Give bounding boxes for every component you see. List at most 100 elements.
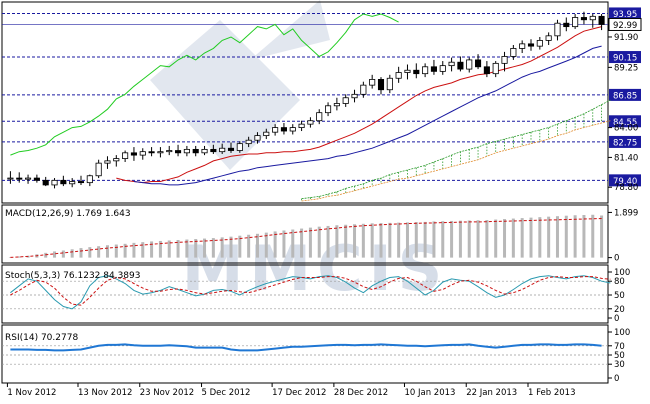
macd-y-axis: 1.899 0: [608, 208, 638, 264]
macd-bar: [441, 221, 445, 258]
candle: [60, 175, 67, 187]
candle: [369, 74, 376, 89]
panel-frame-stoch: [1, 264, 609, 324]
conversion-line: [116, 26, 602, 184]
candle-body: [130, 152, 137, 156]
candle: [333, 97, 340, 111]
base-line: [133, 45, 602, 186]
x-tick-label: 22 Jan 2013: [466, 388, 517, 398]
candle-body: [369, 79, 376, 86]
macd-bar: [503, 219, 507, 258]
candle: [395, 66, 402, 83]
macd-bar: [88, 247, 92, 258]
x-axis: 1 Nov 2012 13 Nov 2012 23 Nov 2012 5 Dec 20…: [6, 383, 576, 398]
macd-bar: [167, 240, 171, 258]
candle: [377, 77, 385, 95]
candle: [139, 148, 146, 160]
candle: [316, 109, 323, 125]
candle: [466, 57, 473, 73]
panel-frame-price: [1, 1, 609, 204]
price-current-label: 92.99: [613, 21, 637, 31]
stoch-tick-label: 0: [614, 314, 619, 324]
macd-bar: [291, 229, 295, 258]
candle-body: [325, 105, 332, 114]
candle-body: [589, 15, 596, 21]
stoch-tick-label: 80: [614, 277, 625, 287]
candle-body: [333, 103, 340, 107]
candle: [104, 156, 111, 169]
candle-body: [166, 150, 173, 153]
lagging-line: [10, 13, 399, 156]
candle-body: [430, 66, 437, 72]
candle: [510, 45, 517, 60]
stoch-label: Stoch(5,3,3) 76.1232 84.3893: [5, 271, 140, 281]
macd-bar: [132, 242, 136, 258]
x-tick-label: 28 Dec 2012: [334, 388, 388, 398]
rsi-tick-label: 100: [614, 328, 630, 338]
candle: [42, 176, 49, 187]
candle-body: [192, 148, 199, 154]
macd-bar: [591, 214, 595, 258]
candle-body: [342, 97, 349, 104]
candle-body: [580, 17, 587, 21]
macd-bar: [582, 215, 586, 258]
macd-bar: [255, 233, 259, 258]
x-tick-label: 1 Nov 2012: [7, 388, 56, 398]
candle: [580, 11, 587, 25]
macd-bar: [308, 227, 312, 258]
candle-body: [598, 15, 605, 25]
candle-body: [113, 158, 120, 162]
candle: [545, 32, 552, 45]
x-tick-label: 17 Dec 2012: [272, 388, 326, 398]
macd-bar: [273, 231, 277, 258]
macd-bar: [405, 222, 409, 258]
rsi-line: [10, 343, 602, 352]
ichimoku-cloud: [301, 99, 611, 202]
price-level-label: 84.55: [613, 118, 637, 128]
candle-body: [360, 84, 367, 95]
macd-bar: [414, 222, 418, 258]
candle: [272, 124, 279, 136]
candle-body: [183, 148, 190, 154]
cloud-edge-a: [301, 99, 611, 200]
candle-body: [492, 62, 499, 75]
candle-body: [298, 123, 305, 128]
candle: [183, 145, 190, 157]
candle-body: [7, 177, 14, 180]
macd-bar: [423, 221, 427, 258]
candle-body: [148, 151, 155, 154]
candle-body: [227, 147, 235, 151]
price-level-badge: [609, 174, 641, 187]
candle-body: [457, 61, 464, 70]
candle-body: [554, 22, 561, 37]
candle-body: [210, 148, 217, 153]
candle: [475, 54, 482, 70]
price-current-badge: [608, 17, 642, 31]
macd-bar: [379, 223, 383, 258]
candle-body: [316, 112, 323, 122]
candle-body: [245, 139, 252, 145]
rsi-grid: [2, 345, 608, 365]
price-level-badge: [609, 135, 641, 148]
price-tick-label: 81.40: [614, 153, 638, 163]
candle-body: [139, 151, 146, 156]
macd-bar: [176, 240, 180, 258]
macd-signal: [10, 218, 602, 258]
candle: [219, 143, 226, 154]
price-tick-label: 89.25: [614, 63, 638, 73]
macd-bar: [520, 218, 524, 258]
candle: [448, 57, 455, 72]
candle: [95, 159, 102, 179]
stoch-lines: [10, 275, 611, 310]
candle: [130, 147, 137, 161]
candle: [227, 142, 235, 153]
rsi-tick-label: 0: [614, 374, 619, 384]
macd-bar: [61, 250, 65, 258]
price-level-label: 93.95: [613, 10, 637, 20]
price-tick-label: 78.80: [614, 183, 638, 193]
candle: [7, 171, 14, 184]
candle-body: [536, 40, 543, 47]
candle: [351, 89, 358, 103]
candle: [175, 144, 182, 157]
